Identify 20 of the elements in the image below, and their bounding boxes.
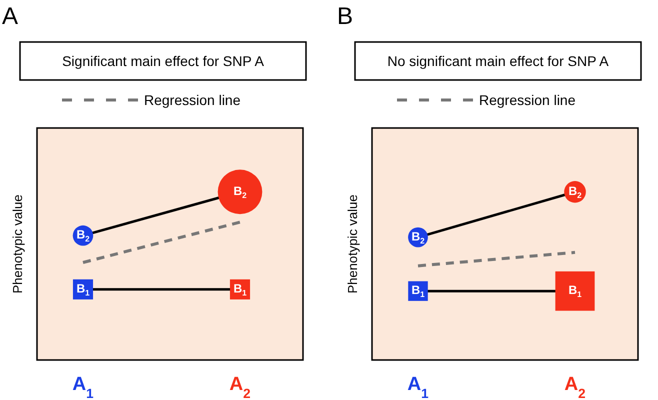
chart-title: A [2,3,18,30]
y-axis-title: Phenotypic value [345,194,360,294]
x-tick-label: A$_{2}$ [564,374,586,400]
chart-subtitle: No significant main effect for SNP A [387,53,610,69]
legend-label: Regression line [479,92,576,108]
text: B$_{1}$ [568,283,582,300]
text: B$_{1}$ [233,281,247,298]
x-tick-label: A$_{1}$ [72,374,94,400]
series-label: B$_{1}$ [411,283,426,300]
series-label: B$_{1}$ [76,281,90,298]
x-tick-label: A$_{2}$ [229,374,251,400]
legend-label: Regression line [144,92,241,108]
x-tick-label: A$_{1}$ [407,374,430,400]
series-label: B$_{2}$ [411,229,426,246]
series-label: B$_{2}$ [76,228,90,244]
text: B$_{2}$ [568,184,582,200]
chart-title: B [337,3,354,30]
text: B$_{2}$ [233,184,247,200]
chart-subtitle: Significant main effect for SNP A [62,53,265,69]
y-axis-title: Phenotypic value [10,194,25,294]
